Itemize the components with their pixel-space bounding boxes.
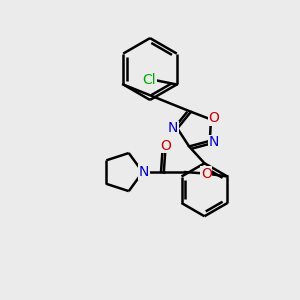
Text: N: N bbox=[168, 122, 178, 135]
Text: Cl: Cl bbox=[142, 73, 156, 87]
Text: N: N bbox=[139, 165, 149, 179]
Text: N: N bbox=[209, 135, 219, 149]
Text: O: O bbox=[208, 111, 219, 125]
Text: O: O bbox=[201, 167, 212, 181]
Text: O: O bbox=[160, 139, 171, 153]
